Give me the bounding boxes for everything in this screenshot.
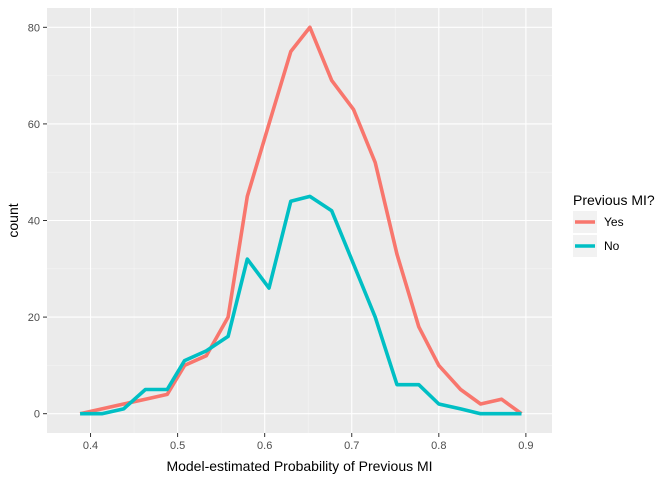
- y-axis: 0 20 40 60 80: [28, 22, 47, 421]
- legend-title: Previous MI?: [573, 192, 655, 208]
- x-tick-label: 0.4: [83, 440, 98, 452]
- x-tick-label: 0.8: [431, 440, 446, 452]
- x-tick-label: 0.5: [170, 440, 185, 452]
- x-axis-title: Model-estimated Probability of Previous …: [166, 458, 432, 474]
- legend-items: Yes No: [573, 211, 624, 257]
- y-tick-label: 80: [28, 22, 40, 34]
- x-axis: 0.4 0.5 0.6 0.7 0.8 0.9: [83, 433, 534, 452]
- series-lines: [79, 25, 523, 416]
- y-axis-title: count: [5, 203, 21, 237]
- y-tick-label: 60: [28, 119, 40, 131]
- major-gridlines: [47, 8, 552, 433]
- legend-label-yes: Yes: [604, 215, 624, 229]
- x-tick-label: 0.9: [518, 440, 533, 452]
- x-tick-label: 0.7: [344, 440, 359, 452]
- series-line-no: [80, 194, 522, 416]
- y-tick-label: 20: [28, 312, 40, 324]
- x-tick-label: 0.6: [257, 440, 272, 452]
- y-tick-label: 40: [28, 216, 40, 228]
- legend: Previous MI? Yes No: [573, 192, 655, 257]
- legend-label-no: No: [604, 239, 620, 253]
- y-tick-label: 0: [34, 409, 40, 421]
- series-line-yes: [79, 25, 523, 416]
